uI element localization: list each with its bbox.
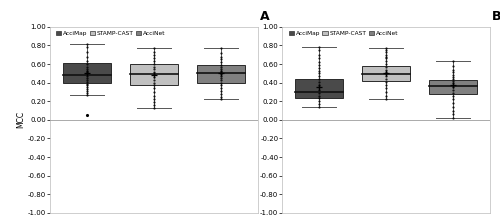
Bar [130,64,178,85]
Text: A: A [260,10,269,23]
Bar [295,79,344,99]
Bar [362,66,410,81]
Legend: AcciMap, STAMP-CAST, AcciNet: AcciMap, STAMP-CAST, AcciNet [288,30,400,37]
Bar [429,80,478,94]
Bar [62,63,111,83]
Legend: AcciMap, STAMP-CAST, AcciNet: AcciMap, STAMP-CAST, AcciNet [55,30,167,37]
Text: B: B [492,10,500,23]
Bar [196,65,245,83]
Y-axis label: MCC: MCC [16,111,25,128]
